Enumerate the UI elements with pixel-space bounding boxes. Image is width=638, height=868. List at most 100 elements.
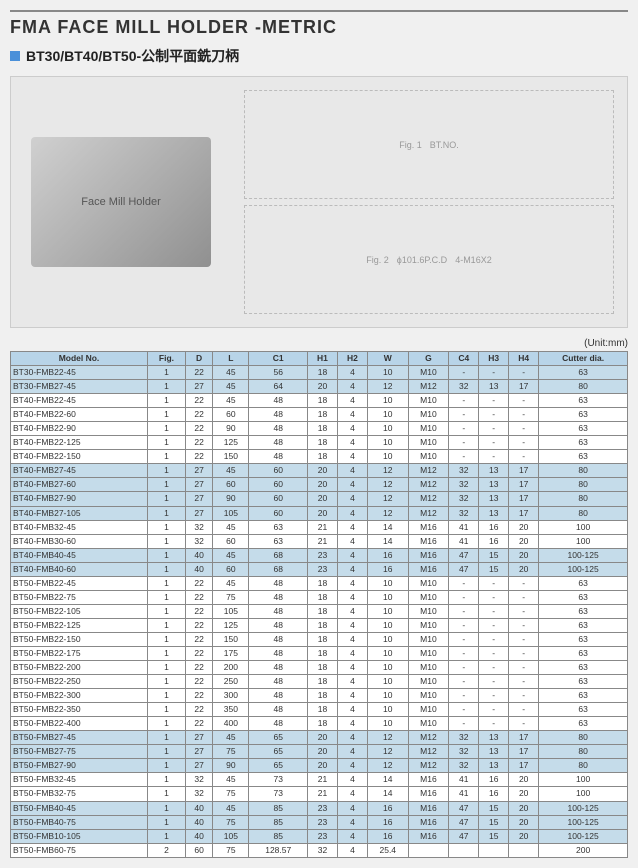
table-cell: 48 (249, 618, 308, 632)
table-cell: 4 (337, 717, 367, 731)
table-cell: 4 (337, 450, 367, 464)
table-cell: 32 (449, 759, 479, 773)
table-cell: 20 (509, 548, 539, 562)
table-cell: M10 (408, 632, 449, 646)
table-cell: 20 (307, 380, 337, 394)
table-cell: 15 (479, 801, 509, 815)
table-cell: 27 (185, 745, 212, 759)
table-cell: 45 (213, 576, 249, 590)
table-cell: - (509, 703, 539, 717)
table-cell: 4 (337, 646, 367, 660)
table-cell: 20 (307, 731, 337, 745)
table-cell: 20 (307, 759, 337, 773)
table-cell: 32 (449, 492, 479, 506)
table-cell: M10 (408, 436, 449, 450)
table-cell: 16 (479, 520, 509, 534)
table-cell: 15 (479, 548, 509, 562)
table-cell: 1 (147, 815, 185, 829)
table-cell: - (509, 604, 539, 618)
table-cell: 73 (249, 787, 308, 801)
table-cell: 18 (307, 646, 337, 660)
col-header: Model No. (11, 352, 148, 366)
table-cell: 10 (367, 576, 408, 590)
table-cell: 4 (337, 366, 367, 380)
table-cell: 1 (147, 759, 185, 773)
table-cell: - (449, 576, 479, 590)
table-cell: 48 (249, 604, 308, 618)
table-cell: 16 (367, 815, 408, 829)
table-cell: 27 (185, 759, 212, 773)
table-cell: 18 (307, 394, 337, 408)
table-cell: 1 (147, 618, 185, 632)
table-cell: 65 (249, 731, 308, 745)
table-cell: BT40-FMB27-90 (11, 492, 148, 506)
table-cell: 45 (213, 394, 249, 408)
table-cell: 48 (249, 590, 308, 604)
table-cell: - (449, 422, 479, 436)
table-cell: 16 (479, 534, 509, 548)
table-cell: 63 (249, 534, 308, 548)
table-cell: 10 (367, 675, 408, 689)
table-cell: 40 (185, 562, 212, 576)
table-cell: - (479, 366, 509, 380)
table-cell: 4 (337, 773, 367, 787)
table-cell: 17 (509, 759, 539, 773)
table-cell: 250 (213, 675, 249, 689)
table-cell: 63 (539, 366, 628, 380)
table-cell: 21 (307, 773, 337, 787)
table-row: BT50-FMB22-4001224004818410M10---63 (11, 717, 628, 731)
table-cell: 68 (249, 548, 308, 562)
table-cell: 20 (509, 829, 539, 843)
table-cell: 10 (367, 422, 408, 436)
table-cell: - (509, 646, 539, 660)
table-cell: 4 (337, 464, 367, 478)
table-row: BT50-FMB32-45132457321414M16411620100 (11, 773, 628, 787)
table-cell: BT50-FMB32-45 (11, 773, 148, 787)
table-cell: 75 (213, 815, 249, 829)
table-cell: - (479, 394, 509, 408)
table-cell: BT50-FMB27-45 (11, 731, 148, 745)
table-cell: - (449, 675, 479, 689)
table-cell: 60 (213, 478, 249, 492)
table-cell: 20 (509, 815, 539, 829)
table-cell: 23 (307, 548, 337, 562)
table-cell: 17 (509, 380, 539, 394)
table-cell: 4 (337, 632, 367, 646)
table-cell: 22 (185, 450, 212, 464)
table-cell: 22 (185, 632, 212, 646)
table-cell: M12 (408, 380, 449, 394)
table-cell: 22 (185, 408, 212, 422)
table-cell: 105 (213, 604, 249, 618)
table-cell: 47 (449, 815, 479, 829)
table-cell: - (479, 618, 509, 632)
table-cell: BT50-FMB22-150 (11, 632, 148, 646)
table-cell: 1 (147, 731, 185, 745)
table-cell: 27 (185, 492, 212, 506)
table-cell: 60 (213, 408, 249, 422)
table-row: BT50-FMB22-2001222004818410M10---63 (11, 661, 628, 675)
table-cell: 23 (307, 801, 337, 815)
table-cell: BT50-FMB40-75 (11, 815, 148, 829)
table-cell: M12 (408, 745, 449, 759)
table-cell: - (509, 408, 539, 422)
table-row: BT50-FMB22-1751221754818410M10---63 (11, 646, 628, 660)
table-cell: 13 (479, 759, 509, 773)
table-cell: 10 (367, 689, 408, 703)
table-cell: 63 (539, 618, 628, 632)
table-cell: 40 (185, 548, 212, 562)
table-cell: 1 (147, 801, 185, 815)
table-cell (479, 843, 509, 857)
table-cell: 48 (249, 689, 308, 703)
table-cell: 1 (147, 422, 185, 436)
table-cell: 56 (249, 366, 308, 380)
table-cell: 4 (337, 731, 367, 745)
table-cell: 4 (337, 675, 367, 689)
table-cell: 12 (367, 478, 408, 492)
spec-table: Model No.Fig.DLC1H1H2WGC4H3H4Cutter dia.… (10, 351, 628, 858)
table-cell: 1 (147, 506, 185, 520)
table-cell: 200 (213, 661, 249, 675)
table-cell: 10 (367, 408, 408, 422)
table-cell: 63 (539, 703, 628, 717)
table-cell: - (509, 689, 539, 703)
table-cell: 1 (147, 436, 185, 450)
